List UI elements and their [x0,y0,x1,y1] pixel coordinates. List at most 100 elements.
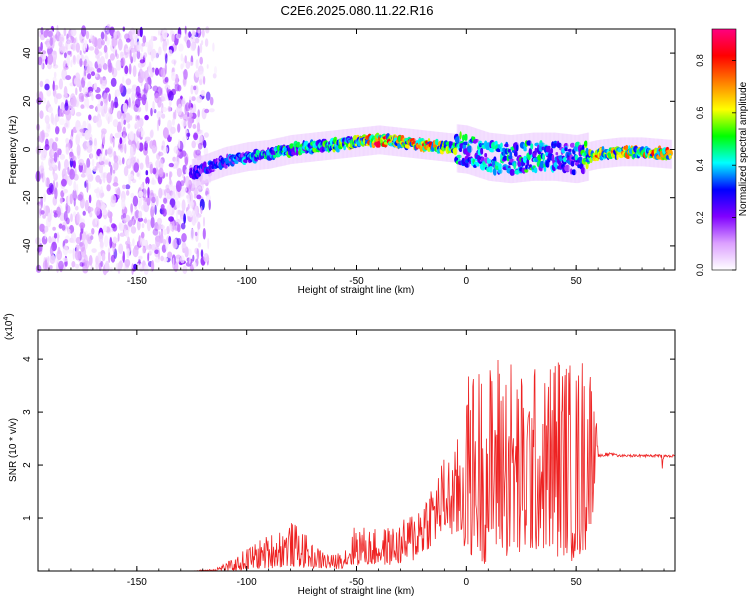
noise-cell [61,224,66,231]
noise-cell [86,119,89,131]
noise-cell [49,245,54,257]
noise-cell [189,96,192,101]
x-tick-label: -50 [349,276,364,287]
noise-cell [74,76,80,86]
noise-cell [48,182,54,194]
noise-cell [156,217,163,225]
noise-cell [203,140,207,149]
noise-cell [162,146,169,154]
ridge-cell [243,159,248,163]
noise-cell [148,61,152,74]
noise-cell [103,44,108,53]
noise-cell [108,113,113,123]
noise-cell [172,238,178,249]
spectrogram-heatmap [35,23,673,276]
noise-cell [185,175,190,188]
ridge-cell [569,142,576,148]
noise-cell [173,60,176,66]
noise-cell [198,70,204,81]
noise-cell [160,255,164,262]
noise-cell [37,56,43,66]
noise-cell [130,226,137,234]
noise-cell [143,52,148,58]
noise-cell [197,242,202,248]
noise-cell [119,232,125,237]
noise-cell [93,82,98,91]
noise-cell [81,95,84,102]
noise-cell [118,243,124,255]
noise-cell [168,162,174,168]
ridge-cell [583,140,588,147]
ridge-cell [198,173,201,177]
noise-cell [58,260,64,270]
noise-cell [166,204,173,216]
noise-cell [39,223,45,233]
noise-cell [141,42,146,47]
noise-cell [70,93,76,105]
noise-cell [112,236,117,244]
noise-cell [193,132,199,141]
noise-cell [204,38,209,47]
noise-cell [76,211,80,224]
noise-cell [164,76,169,83]
ridge-cell [504,143,510,148]
noise-cell [158,29,160,36]
noise-cell [122,126,127,139]
noise-cell [174,109,177,120]
x-tick-label: -150 [127,577,147,588]
noise-cell [57,232,59,244]
noise-cell [117,232,120,242]
noise-cell [122,76,125,84]
noise-cell [54,84,59,90]
noise-cell [126,242,130,251]
y-tick-label: -40 [22,238,33,253]
noise-cell [75,87,78,96]
noise-cell [39,110,44,119]
noise-cell [108,161,112,167]
noise-cell [120,51,125,57]
ridge-halo [475,128,478,177]
noise-cell [187,197,191,204]
noise-cell [180,222,186,230]
noise-cell [100,105,105,117]
noise-cell [43,193,46,203]
noise-cell [143,200,146,207]
noise-cell [183,69,188,80]
noise-cell [66,37,72,50]
noise-cell [200,205,203,215]
noise-cell [142,239,148,246]
noise-cell [195,70,200,78]
noise-cell [65,203,68,213]
noise-cell [128,63,132,75]
noise-cell [70,59,73,68]
noise-cell [80,54,84,60]
noise-cell [181,150,187,157]
noise-cell [164,188,167,197]
noise-cell [59,197,63,204]
noise-cell [48,236,52,244]
noise-cell [83,140,88,152]
noise-cell [119,159,122,166]
noise-cell [115,188,121,195]
noise-cell [167,119,172,131]
colorbar-frame [711,28,737,271]
noise-cell [149,163,153,175]
ridge-cell [484,153,488,158]
noise-cell [127,160,130,166]
noise-cell [62,245,69,256]
noise-cell [177,224,181,233]
noise-cell [176,167,182,178]
noise-cell [154,204,157,215]
ridge-halo [489,132,492,181]
noise-cell [113,155,119,163]
noise-cell [212,42,215,52]
spectrogram-ticks: -150 -100 -50 0 50 -40 -20 0 20 40 [22,29,675,287]
noise-cell [42,260,49,271]
noise-cell [192,254,195,262]
noise-cell [193,193,197,199]
noise-cell [81,25,87,37]
noise-cell [124,112,131,123]
ridge-cell [564,147,568,152]
ridge-halo [471,127,474,176]
